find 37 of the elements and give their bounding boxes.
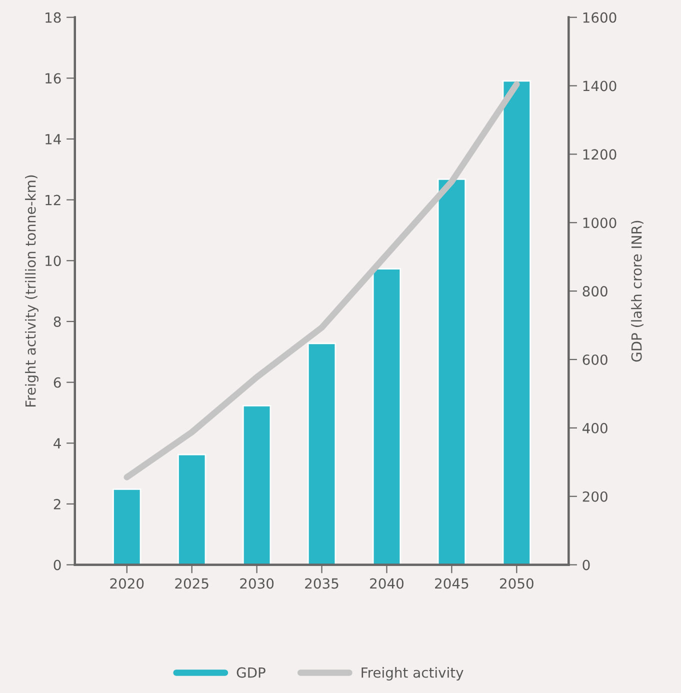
legend-label: GDP xyxy=(236,667,266,678)
legend-label: Freight activity xyxy=(362,667,464,680)
x-tick-label: 2045 xyxy=(435,578,468,589)
x-tick-label: 2030 xyxy=(240,578,274,589)
y-tick-label: 4 xyxy=(54,438,61,448)
y2-tick-label: 200 xyxy=(582,491,608,502)
y2-tick-label: 1600 xyxy=(583,12,616,23)
y-tick-label: 12 xyxy=(46,194,60,206)
y-tick-label: 14 xyxy=(46,134,61,144)
bar xyxy=(502,80,531,565)
y-tick-label: 2 xyxy=(54,498,60,510)
y-axis-title: Freight activity (trillion tonne-km) xyxy=(25,175,38,407)
bar xyxy=(242,404,272,565)
y2-tick-label: 800 xyxy=(582,286,608,297)
bar xyxy=(372,268,402,565)
y2-tick-label: 1200 xyxy=(583,149,616,160)
x-tick-label: 2025 xyxy=(175,578,208,589)
y2-tick-label: 0 xyxy=(582,560,590,570)
y2-tick-label: 400 xyxy=(582,422,608,434)
bar xyxy=(437,178,466,565)
y2-tick-label: 600 xyxy=(582,354,608,365)
y-tick-label: 0 xyxy=(54,560,61,570)
y-tick-label: 10 xyxy=(46,256,61,266)
y2-axis-title: GDP (lakh crore INR) xyxy=(631,220,644,362)
bar xyxy=(112,488,142,565)
y2-tick-label: 1000 xyxy=(583,218,616,228)
y-tick-label: 16 xyxy=(46,73,61,84)
x-tick-label: 2050 xyxy=(500,578,534,589)
bar xyxy=(307,342,336,565)
y2-tick-label: 1400 xyxy=(583,80,616,92)
x-tick-label: 2020 xyxy=(110,578,144,589)
y-tick-label: 18 xyxy=(46,12,61,23)
bar xyxy=(178,454,206,565)
x-tick-label: 2040 xyxy=(370,578,404,589)
y-tick-label: 6 xyxy=(54,377,61,388)
y-tick-label: 8 xyxy=(54,316,61,327)
x-tick-label: 2035 xyxy=(305,578,338,589)
